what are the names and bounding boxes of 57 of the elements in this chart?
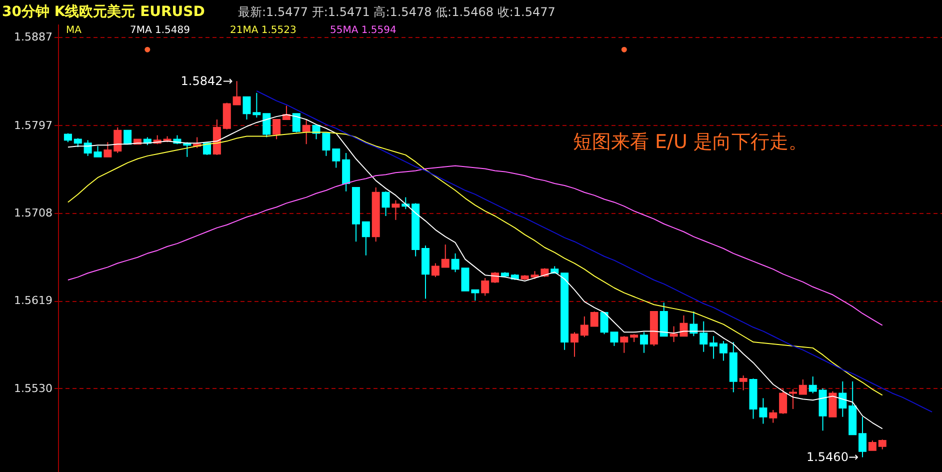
candlestick [838,380,847,418]
y-tick-label: 1.5797 [14,118,52,132]
candlestick [590,311,598,327]
candlestick [808,376,817,394]
candlestick [362,221,370,256]
line-series [67,165,883,326]
candlestick [114,126,122,154]
candlestick [700,320,708,352]
candlestick [292,113,300,133]
annotation: 短图来看 E/U 是向下行走。 [573,131,808,153]
text: 21MA 1.5523 [230,25,296,36]
candlestick [332,148,340,168]
candlestick [392,200,400,220]
candlestick [481,278,490,296]
candlestick [828,390,837,418]
candlestick [878,439,886,450]
y-tick-label: 1.5530 [14,382,52,395]
candlestick [788,388,797,410]
chart-title: 30分钟 K线欧元美元 EURUSD [2,3,205,20]
y-tick-label: 1.5619 [14,294,52,308]
candlestick [719,340,728,362]
candlestick [779,388,788,414]
candlestick [640,332,648,354]
candlestick [710,336,718,360]
annotation: 1.5842→ [180,74,233,88]
y-tick-label: 1.5708 [14,206,52,220]
text: 7MA 1.5489 [130,25,190,36]
candlestick [798,378,807,395]
candlestick [242,96,251,120]
candlestick [232,80,241,106]
annotation: 1.5460→ [806,450,859,464]
candlestick [262,113,271,138]
candlestick [84,140,92,156]
candlestick [104,142,112,158]
candlestick [769,409,778,424]
candlestick [302,119,310,145]
candlestick [471,289,480,302]
chart-subtitle: 最新:1.5477 开:1.5471 高:1.5478 低:1.5468 收:1.5477 [238,5,556,19]
candlestick [252,92,261,118]
candlestick [272,119,281,140]
candlestick [342,152,350,192]
candlestick [620,336,628,354]
candlestick [441,244,450,268]
line-series [256,90,933,412]
candlestick [94,146,102,158]
candlestick [382,190,390,216]
y-tick-label: 1.5887 [14,30,52,44]
line-series [67,114,883,430]
legend-title: MA [66,25,82,36]
candlestick [124,130,132,145]
candlestick [580,316,588,338]
text: 55MA 1.5594 [330,25,396,36]
candlestick [570,332,578,358]
candlestick [868,440,876,451]
candlestick [431,262,440,278]
candlestick [739,375,748,391]
candlestick [858,416,867,458]
